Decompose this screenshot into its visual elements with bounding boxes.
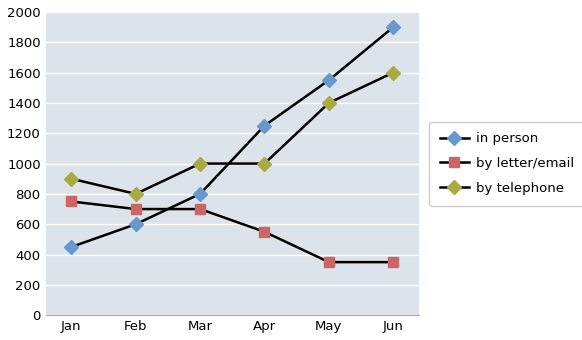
Legend: in person, by letter/email, by telephone: in person, by letter/email, by telephone [430, 122, 582, 205]
by telephone [390, 71, 397, 75]
in person [197, 192, 204, 196]
by letter/email [325, 260, 332, 264]
by telephone [132, 192, 139, 196]
Line: by telephone: by telephone [66, 68, 398, 199]
by telephone [325, 101, 332, 105]
by letter/email [261, 230, 268, 234]
by telephone [197, 162, 204, 166]
by letter/email [68, 200, 75, 204]
by telephone [261, 162, 268, 166]
in person [261, 124, 268, 128]
in person [390, 25, 397, 29]
Line: by letter/email: by letter/email [66, 197, 398, 267]
in person [68, 245, 75, 249]
by letter/email [132, 207, 139, 211]
Line: in person: in person [66, 22, 398, 252]
by telephone [68, 177, 75, 181]
in person [325, 78, 332, 82]
in person [132, 222, 139, 226]
by letter/email [197, 207, 204, 211]
by letter/email [390, 260, 397, 264]
